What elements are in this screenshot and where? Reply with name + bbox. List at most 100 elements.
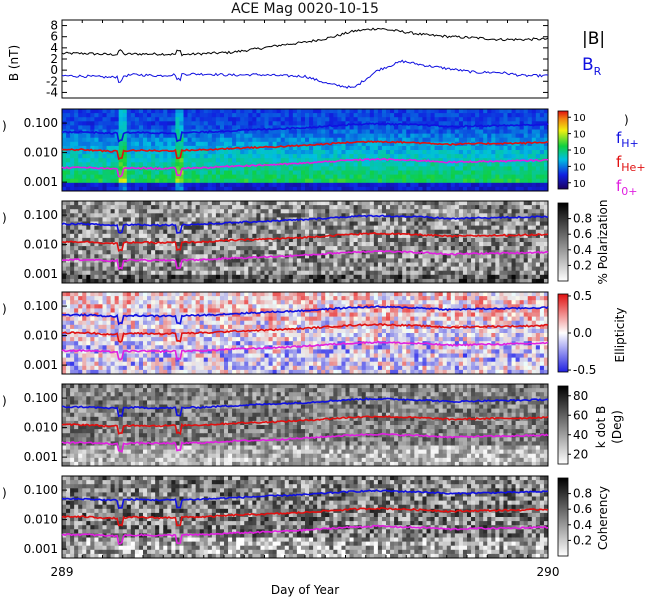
heatmap-cell (66, 320, 71, 326)
legend-br: BR (582, 55, 602, 78)
heatmap-cell (426, 274, 431, 280)
heatmap-cell (114, 221, 120, 226)
heatmap-cell (268, 186, 273, 192)
heatmap-cell (515, 133, 521, 139)
heatmap-cell (390, 154, 395, 159)
heatmap-cell (126, 250, 132, 255)
heatmap-cell (78, 270, 83, 276)
heatmap-cell (211, 217, 217, 222)
heatmap-cell (543, 242, 549, 247)
heatmap-cell (159, 262, 164, 267)
heatmap-cell (325, 221, 330, 226)
heatmap-cell (495, 113, 500, 118)
heatmap-cell (535, 246, 541, 251)
heatmap-cell (357, 154, 363, 159)
heatmap-cell (361, 109, 367, 114)
heatmap-cell (300, 209, 306, 214)
heatmap-cell (483, 217, 488, 222)
heatmap-cell (317, 129, 322, 134)
heatmap-cell (442, 242, 448, 247)
heatmap-cell (191, 182, 197, 188)
heatmap-cell (224, 274, 229, 280)
heatmap-cell (256, 270, 261, 276)
heatmap-cell (183, 150, 188, 155)
heatmap-cell (527, 166, 533, 171)
heatmap-cell (422, 246, 427, 251)
heatmap-cell (483, 258, 488, 263)
heatmap-cell (430, 162, 435, 167)
heatmap-cell (341, 121, 346, 126)
heatmap-cell (523, 125, 529, 130)
heatmap-cell (195, 225, 201, 231)
heatmap-cell (260, 270, 265, 276)
heatmap-cell (191, 233, 197, 239)
heatmap-cell (94, 109, 99, 114)
heatmap-cell (458, 162, 464, 167)
heatmap-cell (171, 262, 176, 267)
heatmap-cell (422, 242, 427, 247)
heatmap-cell (507, 262, 512, 267)
heatmap-cell (321, 137, 326, 143)
heatmap-cell (232, 162, 237, 167)
heatmap-cell (402, 129, 407, 134)
heatmap-cell (82, 178, 87, 184)
heatmap-cell (450, 274, 456, 280)
heatmap-cell (118, 221, 124, 226)
heatmap-cell (70, 278, 75, 284)
heatmap-cell (175, 145, 180, 151)
heatmap-cell (232, 117, 237, 122)
heatmap-cell (296, 262, 302, 267)
heatmap-cell (228, 217, 233, 222)
heatmap-cell (151, 201, 156, 206)
heatmap-cell (215, 237, 221, 243)
heatmap-cell (70, 365, 75, 371)
heatmap-cell (365, 117, 371, 122)
heatmap-cell (507, 205, 512, 210)
heatmap-cell (394, 209, 399, 214)
heatmap-cell (430, 266, 435, 272)
heatmap-cell (430, 237, 435, 243)
heatmap-cell (365, 182, 371, 188)
heatmap-cell (183, 125, 188, 130)
heatmap-cell (309, 209, 314, 214)
heatmap-cell (357, 145, 363, 151)
heatmap-cell (236, 209, 241, 214)
heatmap-cell (373, 166, 379, 171)
heatmap-cell (369, 221, 375, 226)
heatmap-cell (527, 129, 533, 134)
heatmap-cell (151, 278, 156, 284)
heatmap-cell (187, 137, 192, 143)
heatmap-cell (402, 217, 407, 222)
heatmap-cell (280, 246, 286, 251)
heatmap-cell (244, 158, 249, 163)
power-colorbar (557, 110, 569, 190)
heatmap-cell (543, 158, 549, 163)
heatmap-cell (224, 278, 229, 284)
heatmap-cell (284, 201, 290, 206)
heatmap-cell (219, 154, 225, 159)
heatmap-cell (507, 274, 512, 280)
heatmap-cell (357, 246, 363, 251)
heatmap-cell (361, 229, 367, 235)
heatmap-cell (151, 262, 156, 267)
heatmap-cell (337, 221, 342, 226)
heatmap-cell (333, 133, 338, 139)
heatmap-cell (519, 217, 525, 222)
heatmap-cell (175, 254, 180, 259)
heatmap-cell (187, 225, 192, 231)
heatmap-cell (90, 262, 95, 267)
heatmap-cell (491, 246, 496, 251)
heatmap-cell (248, 178, 253, 184)
heatmap-cell (94, 154, 99, 159)
heatmap-cell (114, 174, 120, 180)
heatmap-cell (191, 237, 197, 243)
heatmap-cell (195, 141, 201, 147)
heatmap-cell (207, 246, 213, 251)
heatmap-cell (98, 154, 103, 159)
heatmap-cell (539, 109, 545, 114)
heatmap-cell (539, 217, 545, 222)
heatmap-cell (236, 162, 241, 167)
heatmap-cell (369, 254, 375, 259)
heatmap-cell (361, 141, 367, 147)
